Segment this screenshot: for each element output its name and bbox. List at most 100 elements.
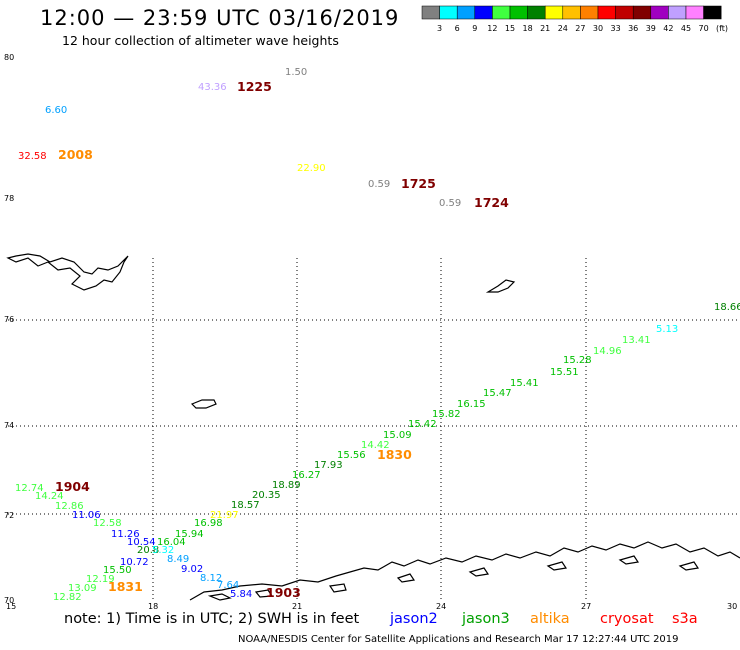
lat-label-78: 78 xyxy=(4,194,14,203)
obs-wave-height: 12.74 xyxy=(15,483,44,494)
map-subtitle: 12 hour collection of altimeter wave hei… xyxy=(62,33,339,48)
graticule xyxy=(8,258,740,600)
lon-label-30: 30 xyxy=(727,602,737,611)
color-scale-label: 6 xyxy=(455,24,460,33)
legend-jason3: jason3 xyxy=(462,611,510,627)
obs-wave-height: 8.49 xyxy=(167,554,189,565)
lon-label-21: 21 xyxy=(292,602,302,611)
color-swatch xyxy=(544,5,564,20)
obs-wave-height: 1.50 xyxy=(285,67,307,78)
obs-time-label: 1724 xyxy=(474,195,509,210)
color-scale-label: 15 xyxy=(505,24,515,33)
obs-wave-height: 15.41 xyxy=(510,378,539,389)
lat-label-74: 74 xyxy=(4,421,14,430)
color-scale-label: 18 xyxy=(523,24,533,33)
legend-cryosat: cryosat xyxy=(600,611,654,627)
obs-wave-height: 14.24 xyxy=(35,491,64,502)
footer-credit: NOAA/NESDIS Center for Satellite Applica… xyxy=(238,634,679,645)
obs-wave-height: 32.58 xyxy=(18,151,47,162)
obs-wave-height: 8.12 xyxy=(200,573,222,584)
obs-wave-height: 0.59 xyxy=(368,179,390,190)
color-swatch xyxy=(439,5,458,20)
color-scale-label: 36 xyxy=(628,24,638,33)
obs-wave-height: 17.93 xyxy=(314,460,343,471)
obs-wave-height: 13.09 xyxy=(68,583,97,594)
color-scale-label: 30 xyxy=(593,24,603,33)
obs-wave-height: 20.8 xyxy=(137,545,159,556)
color-scale-label: 42 xyxy=(663,24,673,33)
obs-wave-height: 12.58 xyxy=(93,518,122,529)
obs-wave-height: 15.28 xyxy=(563,355,592,366)
color-scale-label: 24 xyxy=(558,24,568,33)
lon-label-18: 18 xyxy=(148,602,158,611)
obs-wave-height: 15.09 xyxy=(383,430,412,441)
obs-wave-height: 43.36 xyxy=(198,82,227,93)
lon-label-27: 27 xyxy=(581,602,591,611)
color-swatch xyxy=(562,5,581,20)
lat-label-70: 70 xyxy=(4,596,14,605)
norway-coast xyxy=(189,541,740,601)
color-scale-bar: 3 6 9 12 15 18 21 24 27 30 33 36 39 42 45 70 (ft) xyxy=(421,5,728,33)
color-swatch xyxy=(421,5,440,20)
color-swatch xyxy=(632,5,652,20)
obs-wave-height: 14.96 xyxy=(593,346,622,357)
coastline xyxy=(6,253,740,601)
color-swatch xyxy=(597,5,616,20)
obs-time-label: 1831 xyxy=(108,579,143,594)
bear-island xyxy=(190,399,217,409)
obs-wave-height: 5.32 xyxy=(152,545,174,556)
obs-time-label: 2008 xyxy=(58,147,93,162)
legend-altika: altika xyxy=(530,611,570,627)
color-scale-label: 9 xyxy=(472,24,477,33)
obs-wave-height: 0.59 xyxy=(439,198,461,209)
obs-wave-height: 14.42 xyxy=(361,440,390,451)
color-swatch xyxy=(527,5,546,20)
obs-wave-height: 15.50 xyxy=(103,565,132,576)
color-swatch xyxy=(456,5,476,20)
color-scale-label: 33 xyxy=(611,24,621,33)
color-swatch xyxy=(685,5,704,20)
svalbard-coast xyxy=(6,253,129,291)
obs-wave-height: 12.19 xyxy=(86,574,115,585)
obs-wave-height: 18.66 xyxy=(714,302,740,313)
lat-label-72: 72 xyxy=(4,511,14,520)
obs-wave-height: 16.98 xyxy=(194,518,223,529)
note-text: note: 1) Time is in UTC; 2) SWH is in fe… xyxy=(64,611,360,627)
obs-wave-height: 16.15 xyxy=(457,399,486,410)
obs-time-label: 1903 xyxy=(266,585,301,600)
obs-time-label: 1830 xyxy=(377,447,412,462)
color-swatch xyxy=(474,5,493,20)
obs-wave-height: 12.82 xyxy=(53,592,82,603)
color-swatch xyxy=(492,5,511,20)
lon-label-15: 15 xyxy=(6,602,16,611)
color-scale-label: 39 xyxy=(646,24,656,33)
obs-wave-height: 15.42 xyxy=(408,419,437,430)
norway-islands xyxy=(207,555,700,601)
obs-time-label: 1725 xyxy=(401,176,436,191)
obs-wave-height: 18.89 xyxy=(272,480,301,491)
map-title: 12:00 — 23:59 UTC 03/16/2019 xyxy=(40,6,400,30)
obs-wave-height: 22.90 xyxy=(297,163,326,174)
obs-wave-height: 10.54 xyxy=(127,537,156,548)
color-swatch xyxy=(580,5,599,20)
color-scale-label: 27 xyxy=(575,24,585,33)
obs-wave-height: 15.56 xyxy=(337,450,366,461)
color-swatch xyxy=(668,5,687,20)
obs-wave-height: 21.97 xyxy=(210,510,239,521)
obs-wave-height: 11.06 xyxy=(72,510,101,521)
lat-label-76: 76 xyxy=(4,315,14,324)
obs-wave-height: 15.51 xyxy=(550,367,579,378)
obs-wave-height: 11.26 xyxy=(111,529,140,540)
color-scale-unit: (ft) xyxy=(716,24,728,33)
color-scale-label: 21 xyxy=(540,24,550,33)
obs-wave-height: 10.72 xyxy=(120,557,149,568)
obs-wave-height: 15.47 xyxy=(483,388,512,399)
obs-wave-height: 13.41 xyxy=(622,335,651,346)
obs-wave-height: 15.94 xyxy=(175,529,204,540)
obs-wave-height: 15.82 xyxy=(432,409,461,420)
obs-wave-height: 5.84 xyxy=(230,589,252,600)
color-scale-label: 12 xyxy=(487,24,497,33)
color-swatch xyxy=(615,5,634,20)
